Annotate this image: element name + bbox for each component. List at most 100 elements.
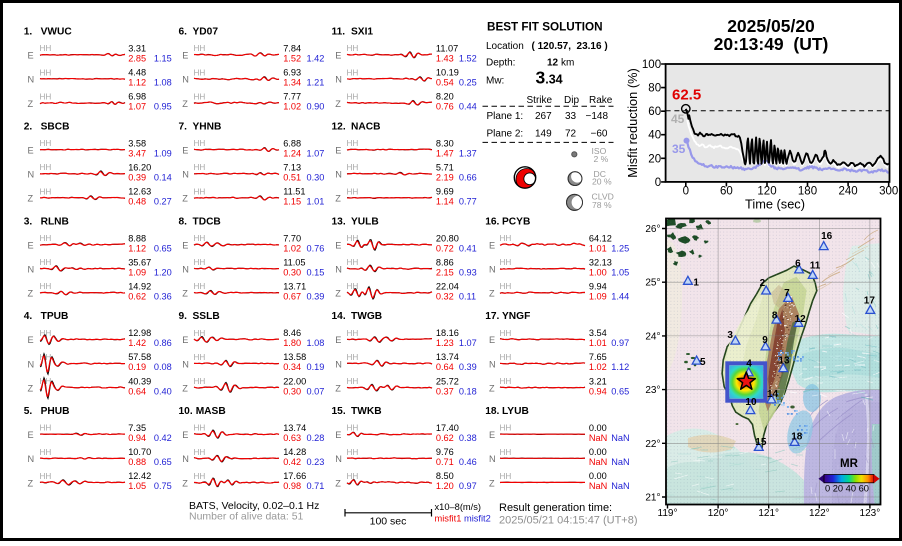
svg-text:0.77: 0.77 — [459, 197, 477, 207]
svg-text:13.74: 13.74 — [283, 423, 306, 433]
svg-text:0.39: 0.39 — [459, 362, 477, 372]
svg-text:E: E — [489, 430, 495, 440]
svg-text:2025/05/21 04:15:47 (UT+8): 2025/05/21 04:15:47 (UT+8) — [499, 515, 638, 527]
svg-text:0.28: 0.28 — [307, 433, 325, 443]
svg-text:E: E — [28, 240, 34, 250]
svg-text:0.19: 0.19 — [307, 362, 325, 372]
svg-text:HH: HH — [40, 163, 52, 172]
svg-text:1.02: 1.02 — [283, 243, 301, 253]
svg-text:1.23: 1.23 — [436, 338, 454, 348]
svg-text:1.01: 1.01 — [589, 243, 607, 253]
svg-text:BEST FIT SOLUTION: BEST FIT SOLUTION — [487, 20, 603, 33]
svg-text:22°: 22° — [645, 439, 660, 450]
svg-text:11.07: 11.07 — [436, 44, 458, 54]
svg-text:16.: 16. — [485, 216, 499, 227]
svg-text:HH: HH — [40, 68, 52, 77]
svg-text:5.71: 5.71 — [436, 163, 454, 173]
svg-text:33: 33 — [565, 111, 577, 122]
svg-text:8.46: 8.46 — [283, 328, 301, 338]
svg-text:1.07: 1.07 — [307, 148, 325, 158]
svg-text:Plane 1:: Plane 1: — [487, 111, 524, 122]
svg-text:2.85: 2.85 — [128, 54, 146, 64]
svg-text:3.34: 3.34 — [536, 68, 563, 88]
svg-text:20.80: 20.80 — [436, 233, 459, 243]
svg-text:0.34: 0.34 — [283, 362, 301, 372]
svg-text:HH: HH — [500, 258, 512, 267]
svg-text:HH: HH — [194, 282, 206, 291]
svg-text:1.02: 1.02 — [589, 362, 607, 372]
svg-text:HH: HH — [500, 234, 512, 243]
svg-text:Strike: Strike — [527, 95, 553, 106]
svg-text:VWUC: VWUC — [41, 27, 73, 38]
svg-text:40: 40 — [648, 130, 661, 142]
svg-text:TPUB: TPUB — [41, 311, 69, 322]
svg-text:1.07: 1.07 — [128, 102, 146, 112]
svg-text:0.88: 0.88 — [128, 457, 146, 467]
svg-text:MR: MR — [840, 458, 859, 470]
svg-text:1.12: 1.12 — [128, 78, 146, 88]
svg-text:3: 3 — [727, 330, 733, 341]
svg-text:Z: Z — [335, 99, 341, 109]
svg-text:14.: 14. — [332, 311, 346, 322]
svg-text:12: 12 — [547, 57, 559, 68]
svg-text:NaN: NaN — [611, 457, 629, 467]
svg-text:x10–8(m/s): x10–8(m/s) — [435, 502, 482, 512]
svg-text:13.71: 13.71 — [283, 282, 306, 292]
svg-text:20: 20 — [648, 153, 661, 165]
svg-text:10.70: 10.70 — [128, 447, 151, 457]
svg-text:0.97: 0.97 — [611, 338, 629, 348]
svg-text:1.12: 1.12 — [128, 243, 146, 253]
svg-text:E: E — [335, 51, 341, 61]
svg-text:0.23: 0.23 — [307, 457, 325, 467]
svg-text:12.63: 12.63 — [128, 187, 151, 197]
svg-text:0.51: 0.51 — [283, 173, 301, 183]
svg-text:E: E — [335, 146, 341, 156]
svg-text:0.39: 0.39 — [307, 292, 325, 302]
svg-text:N: N — [28, 75, 35, 85]
svg-text:1.25: 1.25 — [611, 243, 629, 253]
svg-text:N: N — [489, 454, 496, 464]
svg-text:E: E — [182, 335, 188, 345]
svg-text:Z: Z — [182, 194, 188, 204]
svg-text:Number of alive data: 51: Number of alive data: 51 — [189, 511, 304, 523]
svg-text:YHNB: YHNB — [193, 122, 222, 133]
svg-text:0.15: 0.15 — [307, 267, 325, 277]
svg-text:N: N — [182, 75, 189, 85]
svg-text:HH: HH — [194, 448, 206, 457]
svg-text:HH: HH — [194, 163, 206, 172]
svg-text:HH: HH — [194, 92, 206, 101]
svg-text:E: E — [489, 335, 495, 345]
svg-text:0.38: 0.38 — [459, 433, 477, 443]
svg-text:20:13:49 (UT): 20:13:49 (UT) — [714, 34, 829, 54]
svg-text:26°: 26° — [645, 224, 660, 235]
svg-text:Z: Z — [182, 289, 188, 299]
svg-text:HH: HH — [500, 424, 512, 433]
svg-text:1.: 1. — [24, 27, 33, 38]
svg-text:267: 267 — [535, 111, 552, 122]
svg-text:E: E — [335, 430, 341, 440]
svg-text:1.37: 1.37 — [459, 148, 477, 158]
svg-text:Z: Z — [28, 194, 34, 204]
svg-text:HH: HH — [194, 187, 206, 196]
svg-text:0.71: 0.71 — [307, 481, 325, 491]
svg-text:11.05: 11.05 — [283, 257, 305, 267]
svg-text:HH: HH — [194, 68, 206, 77]
svg-text:1.05: 1.05 — [611, 267, 629, 277]
svg-text:25.72: 25.72 — [436, 376, 459, 386]
svg-text:17: 17 — [864, 296, 876, 307]
svg-text:0: 0 — [683, 186, 689, 198]
svg-text:0.97: 0.97 — [459, 481, 477, 491]
svg-text:HH: HH — [347, 329, 359, 338]
svg-text:HH: HH — [347, 353, 359, 362]
svg-text:5.: 5. — [24, 406, 33, 417]
svg-text:300: 300 — [879, 186, 898, 198]
svg-text:1.52: 1.52 — [283, 54, 301, 64]
svg-text:1.47: 1.47 — [436, 148, 454, 158]
svg-text:0.42: 0.42 — [154, 433, 172, 443]
svg-text:78 %: 78 % — [592, 200, 612, 210]
svg-text:E: E — [28, 51, 34, 61]
svg-text:0: 0 — [655, 177, 661, 189]
svg-text:HH: HH — [40, 187, 52, 196]
svg-text:6: 6 — [795, 258, 801, 269]
svg-text:1.15: 1.15 — [283, 197, 301, 207]
